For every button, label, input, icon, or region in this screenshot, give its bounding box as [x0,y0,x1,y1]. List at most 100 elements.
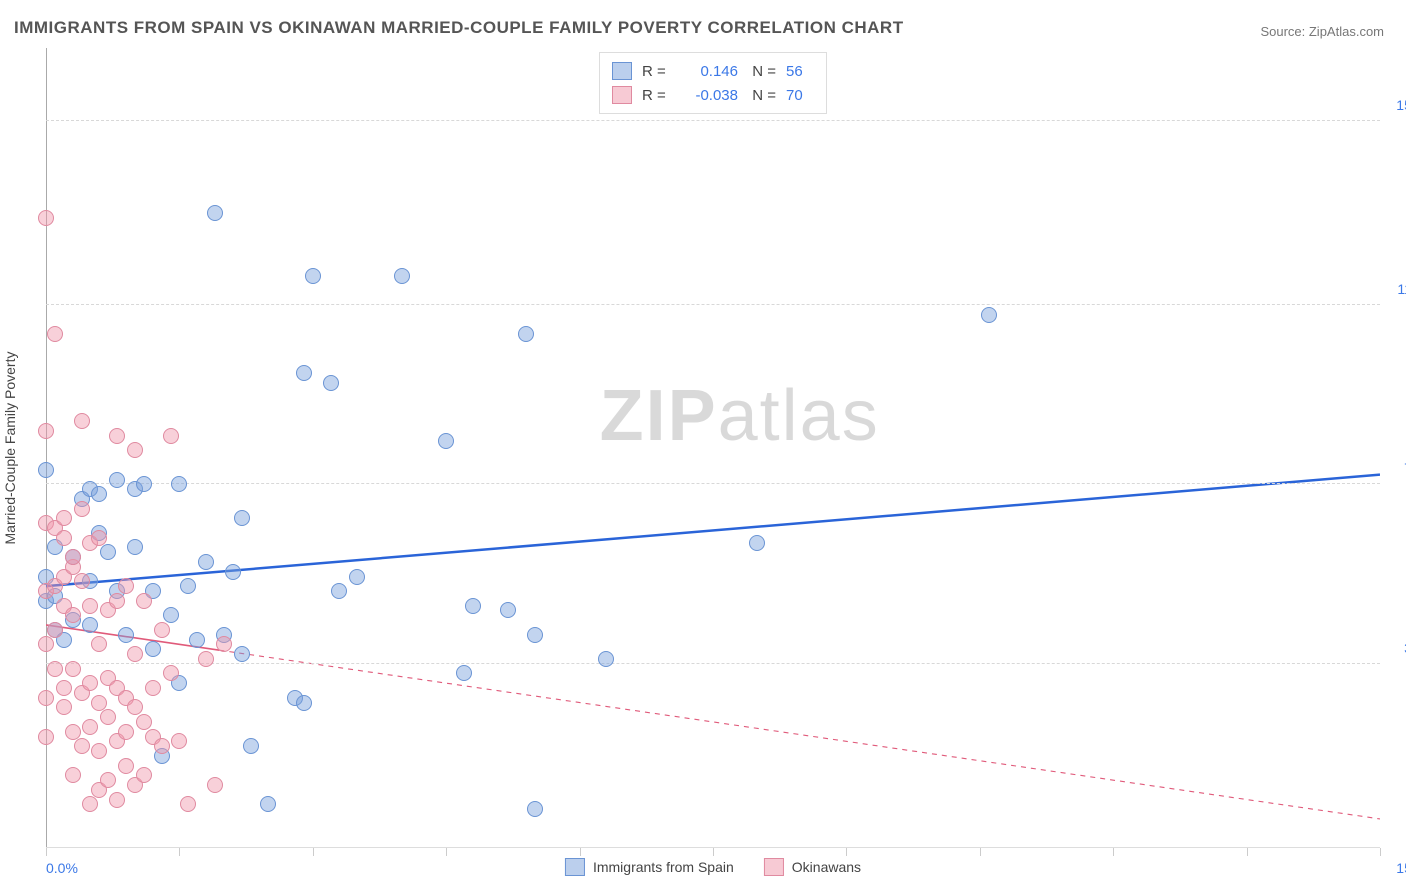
point-pink [163,665,179,681]
point-pink [56,680,72,696]
plot-region: ZIPatlas R = 0.146 N = 56 R = -0.038 N =… [46,48,1380,848]
swatch-pink [612,86,632,104]
x-tick [179,848,180,856]
legend-row-pink: R = -0.038 N = 70 [612,83,814,107]
point-pink [109,428,125,444]
point-blue [180,578,196,594]
point-blue [331,583,347,599]
watermark-light: atlas [718,376,880,456]
point-pink [47,326,63,342]
point-pink [127,442,143,458]
point-blue [100,544,116,560]
x-tick [713,848,714,856]
point-pink [145,680,161,696]
x-max-label: 15.0% [1396,860,1406,876]
point-blue [91,486,107,502]
point-pink [56,510,72,526]
point-pink [109,593,125,609]
point-pink [82,598,98,614]
y-axis-label: Married-Couple Family Poverty [2,352,18,545]
legend-row-blue: R = 0.146 N = 56 [612,59,814,83]
point-pink [136,767,152,783]
point-pink [118,578,134,594]
point-pink [65,661,81,677]
point-blue [349,569,365,585]
point-pink [91,636,107,652]
point-pink [163,428,179,444]
x-tick [846,848,847,856]
point-blue [234,510,250,526]
point-pink [207,777,223,793]
gridline [46,120,1380,121]
x-tick [446,848,447,856]
point-pink [127,646,143,662]
point-pink [65,607,81,623]
point-blue [500,602,516,618]
point-pink [171,733,187,749]
point-blue [82,617,98,633]
point-blue [234,646,250,662]
watermark: ZIPatlas [600,375,880,457]
point-pink [74,501,90,517]
point-pink [216,636,232,652]
point-pink [154,738,170,754]
x-tick [46,848,47,856]
point-blue [296,695,312,711]
point-blue [518,326,534,342]
point-pink [91,743,107,759]
point-blue [527,801,543,817]
swatch-blue [565,858,585,876]
gridline [46,483,1380,484]
point-blue [136,476,152,492]
correlation-legend: R = 0.146 N = 56 R = -0.038 N = 70 [599,52,827,114]
point-pink [154,622,170,638]
point-pink [65,724,81,740]
r-label: R = [642,87,672,104]
point-pink [74,413,90,429]
source-attribution: Source: ZipAtlas.com [1260,24,1384,39]
trendline-blue [46,475,1380,587]
x-tick [313,848,314,856]
x-tick [980,848,981,856]
point-pink [82,796,98,812]
legend-label-pink: Okinawans [792,859,861,875]
legend-label-blue: Immigrants from Spain [593,859,734,875]
point-pink [38,690,54,706]
trendline-pink-dashed [219,650,1380,819]
point-blue [145,641,161,657]
point-pink [56,530,72,546]
y-tick-label: 11.2% [1397,281,1406,297]
point-blue [109,472,125,488]
x-tick [580,848,581,856]
point-pink [47,661,63,677]
swatch-blue [612,62,632,80]
chart-title: IMMIGRANTS FROM SPAIN VS OKINAWAN MARRIE… [14,18,904,38]
point-pink [118,724,134,740]
point-blue [127,539,143,555]
point-pink [38,423,54,439]
point-blue [456,665,472,681]
point-blue [171,476,187,492]
point-pink [82,719,98,735]
point-blue [207,205,223,221]
point-blue [749,535,765,551]
point-blue [38,462,54,478]
point-pink [91,530,107,546]
point-blue [438,433,454,449]
series-legend: Immigrants from Spain Okinawans [565,858,861,876]
point-blue [260,796,276,812]
watermark-bold: ZIP [600,376,718,456]
point-blue [296,365,312,381]
point-pink [38,729,54,745]
point-pink [56,699,72,715]
legend-item-pink: Okinawans [764,858,861,876]
point-pink [47,622,63,638]
swatch-pink [764,858,784,876]
point-blue [118,627,134,643]
r-value-blue: 0.146 [682,63,738,80]
r-value-pink: -0.038 [682,87,738,104]
x-min-label: 0.0% [46,860,78,876]
trend-lines-svg [46,48,1380,848]
n-label: N = [748,87,776,104]
point-pink [38,636,54,652]
